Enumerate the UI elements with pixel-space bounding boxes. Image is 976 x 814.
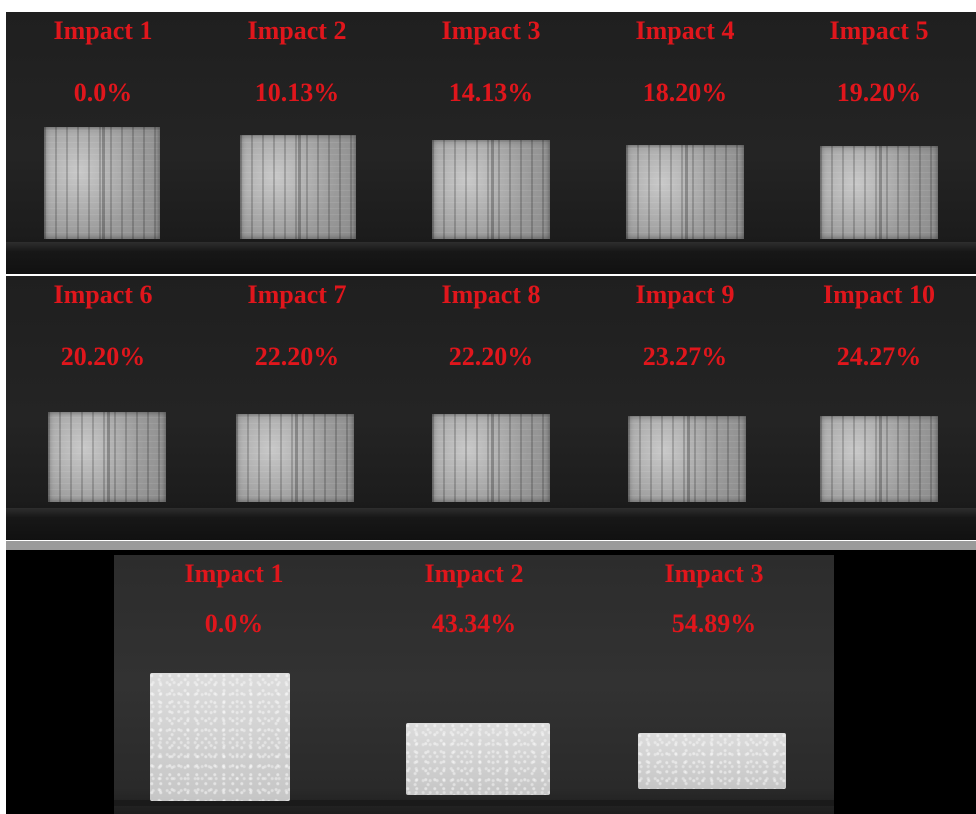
impact-frame: Impact 1 0.0% — [114, 555, 354, 814]
impact-frame: Impact 9 23.27% — [588, 276, 782, 540]
strain-value: 54.89% — [671, 609, 757, 638]
top-row-1: Impact 1 0.0% Impact 2 10.13% Impact 3 1… — [6, 12, 976, 274]
strain-value: 10.13% — [254, 78, 340, 107]
divider-bar — [6, 541, 976, 550]
impact-label: Impact 9 — [635, 280, 735, 309]
impact-frame: Impact 3 54.89% — [594, 555, 834, 814]
impact-label: Impact 2 — [247, 16, 347, 45]
impact-label: Impact 10 — [823, 280, 935, 309]
strain-value: 20.20% — [60, 342, 146, 371]
foam-sample — [638, 733, 786, 789]
impact-label: Impact 5 — [829, 16, 929, 45]
strain-value: 18.20% — [642, 78, 728, 107]
impact-label: Impact 8 — [441, 280, 541, 309]
impact-label: Impact 6 — [53, 280, 153, 309]
impact-frame: Impact 8 22.20% — [394, 276, 588, 540]
sample-block — [820, 416, 938, 502]
impact-frame: Impact 1 0.0% — [6, 12, 200, 274]
impact-label: Impact 2 — [424, 559, 524, 588]
sample-block — [626, 145, 744, 239]
strain-value: 22.20% — [254, 342, 340, 371]
foam-sample — [150, 673, 290, 801]
strain-value: 0.0% — [204, 609, 264, 638]
strain-value: 0.0% — [73, 78, 133, 107]
impact-frame: Impact 4 18.20% — [588, 12, 782, 274]
impact-label: Impact 4 — [635, 16, 735, 45]
strain-value: 14.13% — [448, 78, 534, 107]
strain-value: 19.20% — [836, 78, 922, 107]
impact-label: Impact 3 — [664, 559, 764, 588]
impact-frame: Impact 3 14.13% — [394, 12, 588, 274]
strain-value: 24.27% — [836, 342, 922, 371]
sample-block — [432, 414, 550, 502]
impact-frame: Impact 10 24.27% — [782, 276, 976, 540]
bottom-row: Impact 1 0.0% Impact 2 43.34% Impact 3 5… — [114, 555, 834, 814]
top-row-2: Impact 6 20.20% Impact 7 22.20% Impact 8… — [6, 276, 976, 540]
strain-value: 22.20% — [448, 342, 534, 371]
sample-block — [48, 412, 166, 502]
sample-block — [236, 414, 354, 502]
sample-block — [240, 135, 356, 239]
impact-frame: Impact 6 20.20% — [6, 276, 200, 540]
strain-value: 23.27% — [642, 342, 728, 371]
sample-block — [432, 140, 550, 239]
sample-block — [628, 416, 746, 502]
sample-block — [820, 146, 938, 239]
impact-frame: Impact 5 19.20% — [782, 12, 976, 274]
impact-frame: Impact 2 43.34% — [354, 555, 594, 814]
foam-sample — [406, 723, 550, 795]
impact-label: Impact 7 — [247, 280, 347, 309]
impact-frame: Impact 2 10.13% — [200, 12, 394, 274]
impact-label: Impact 1 — [53, 16, 153, 45]
impact-frame: Impact 7 22.20% — [200, 276, 394, 540]
sample-block — [44, 127, 160, 239]
strain-value: 43.34% — [431, 609, 517, 638]
impact-label: Impact 1 — [184, 559, 284, 588]
impact-label: Impact 3 — [441, 16, 541, 45]
